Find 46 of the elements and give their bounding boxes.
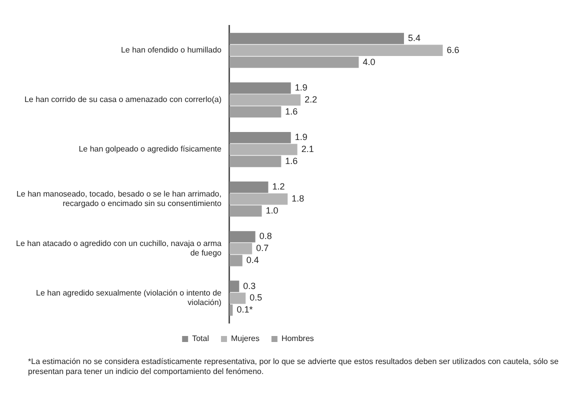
bar <box>229 94 301 106</box>
legend-label: Total <box>192 334 210 344</box>
bar <box>229 106 282 118</box>
data-label: 2.2 <box>304 94 318 104</box>
data-label: 0.3 <box>243 280 256 291</box>
bar <box>229 280 240 292</box>
data-label: 0.7 <box>256 243 269 254</box>
data-label: 1.6 <box>285 156 298 166</box>
bar <box>229 193 288 205</box>
data-label: 1.0 <box>266 205 278 216</box>
y-tick-label: Le han manoseado, tocado, besado o se le han arrimado, recargado o encimado sin su consentimiento <box>16 189 222 208</box>
bar <box>229 44 443 56</box>
data-label: 5.4 <box>408 32 420 43</box>
data-label: 6.6 <box>446 44 460 55</box>
bar <box>229 205 262 217</box>
data-label: 1.2 <box>272 182 285 192</box>
bar <box>229 243 252 254</box>
data-label: 0.4 <box>246 255 259 266</box>
bar <box>229 32 404 44</box>
legend-label: Hombres <box>281 334 314 344</box>
bar <box>229 231 256 242</box>
bar <box>229 292 246 304</box>
bar <box>229 132 291 144</box>
text: *La estimación no se considera estadísticamente representativa, por lo que se advierte que estos resultados deben ser utilizados con cautela, sólo se presentan para tener un indicio del comportamiento del fenómeno. <box>27 356 560 377</box>
data-label: 1.9 <box>294 82 308 93</box>
legend-label: Mujeres <box>230 334 260 344</box>
data-label: 1.9 <box>294 132 308 142</box>
data-label: 1.8 <box>292 194 304 204</box>
y-tick-label: Le han corrido de su casa o amenazado con correrlo(a) <box>24 95 222 104</box>
bar <box>229 82 291 94</box>
bar <box>229 156 282 168</box>
bar <box>229 144 298 156</box>
y-tick-label: Le han ofendido o humillado <box>120 46 222 55</box>
data-label: 1.6 <box>285 106 298 116</box>
data-label: 2.1 <box>301 144 314 154</box>
bar <box>229 182 268 193</box>
y-tick-label: Le han agredido sexualmente (violación o intento de violación) <box>36 288 222 308</box>
bar <box>229 254 242 266</box>
data-label: 0.5 <box>250 292 262 303</box>
data-label: 0.8 <box>259 231 272 242</box>
y-tick-label: Le han golpeado o agredido físicamente <box>78 144 222 154</box>
data-label: 4.0 <box>362 56 376 67</box>
bar <box>229 304 233 316</box>
y-tick-label: Le han atacado o agredido con un cuchillo, navaja o arma de fuego <box>16 239 222 258</box>
data-label: 0.1* <box>236 304 254 315</box>
bar <box>229 56 359 68</box>
